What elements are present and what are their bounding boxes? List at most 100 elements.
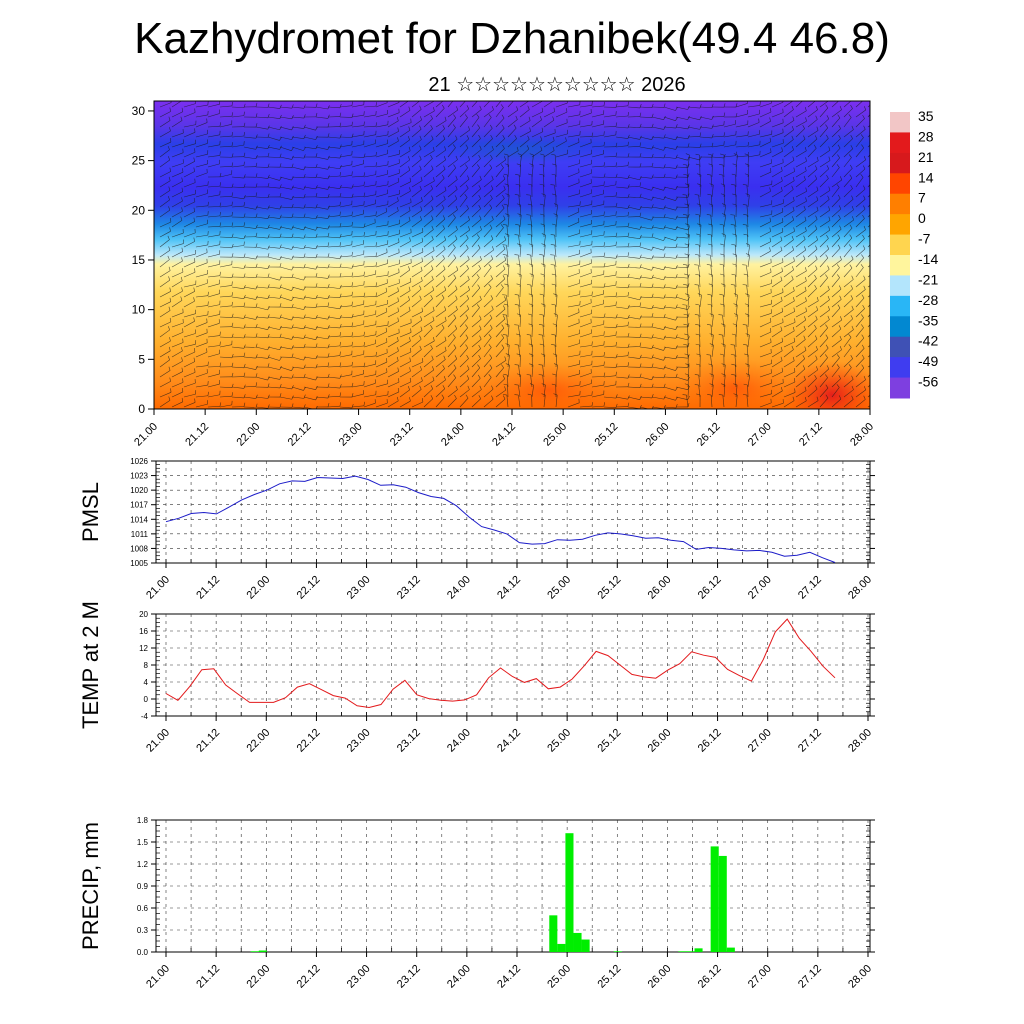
wind-barb (651, 276, 664, 281)
wind-barb (483, 287, 492, 298)
wind-barb (867, 384, 870, 388)
wind-barb-flag (685, 223, 690, 226)
wind-barb (207, 283, 220, 288)
wind-barb (795, 368, 806, 378)
x-tick-label: 27.00 (746, 574, 774, 602)
wind-barb-flag (804, 316, 807, 321)
wind-barb-flag (291, 255, 294, 260)
wind-barb-flag (181, 257, 183, 262)
wind-barb-flag (538, 374, 543, 376)
wind-barb-flag (804, 166, 807, 171)
wind-barb (183, 333, 196, 338)
wind-barb (603, 256, 616, 259)
wind-barb (783, 360, 795, 368)
wind-barb-flag (279, 136, 282, 141)
wind-barb (543, 132, 556, 138)
wind-barb-flag (651, 274, 654, 279)
wind-barb (387, 282, 400, 288)
wind-barb (627, 296, 640, 301)
wind-barb-flag (591, 132, 594, 137)
wind-barb-flag (663, 284, 666, 289)
wind-barb (699, 205, 702, 218)
wind-barb (819, 220, 831, 228)
wind-barb (471, 307, 480, 318)
wind-barb-flag (850, 295, 854, 299)
wind-barb-flag (529, 363, 534, 366)
wind-barb (195, 234, 208, 238)
wind-barb-flag (861, 294, 865, 299)
x-tick-label: 23.00 (345, 963, 373, 991)
wind-barb-flag (828, 206, 831, 211)
wind-barb (783, 160, 795, 168)
wind-barb-flag (687, 105, 690, 110)
wind-barb (603, 274, 616, 278)
wind-barb-flag (838, 124, 841, 129)
wind-barb-flag (730, 284, 735, 286)
wind-barb (267, 246, 280, 249)
wind-barb (518, 395, 521, 408)
wind-barb-flag (491, 246, 494, 251)
wind-barb (495, 219, 506, 228)
wind-barb (567, 205, 580, 208)
wind-barb (651, 356, 664, 361)
wind-barb-flag (206, 348, 208, 353)
wind-barb (387, 233, 400, 238)
wind-barb (759, 321, 772, 328)
wind-barb (855, 101, 864, 108)
wind-barb (699, 215, 701, 228)
wind-barb (243, 316, 256, 320)
wind-barb-flag (442, 225, 445, 229)
wind-barb (399, 370, 411, 378)
wind-barb (675, 136, 688, 140)
wind-barb (291, 346, 304, 349)
wind-barb (855, 118, 865, 128)
wind-barb-flag (351, 101, 353, 106)
wind-barb-flag (231, 132, 233, 137)
wind-barb-flag (804, 146, 807, 151)
wind-barb (363, 265, 376, 268)
wind-barb (351, 104, 364, 108)
wind-barb (771, 250, 783, 258)
wind-barb-flag (443, 265, 446, 270)
wind-barb (495, 189, 506, 198)
wind-barb (747, 195, 750, 208)
wind-barb (747, 133, 760, 138)
wind-barb-flag (792, 216, 795, 221)
wind-barb (819, 199, 830, 208)
wind-barb (567, 233, 580, 238)
wind-barb-flag (718, 314, 723, 316)
wind-barb-flag (267, 144, 270, 149)
wind-barb (315, 176, 328, 180)
wind-barb-flag (639, 254, 642, 259)
wind-barb-flag (243, 324, 246, 329)
wind-barb (363, 194, 376, 198)
wind-barb-flag (169, 167, 171, 172)
wind-barb-flag (711, 124, 714, 129)
x-tick-label: 24.12 (495, 727, 523, 755)
wind-barb (723, 345, 726, 358)
wind-barb-flag (849, 234, 853, 239)
wind-barb-flag (327, 274, 330, 279)
wind-barb (375, 124, 388, 128)
wind-barb-flag (514, 95, 516, 98)
wind-barb-flag (651, 406, 654, 409)
wind-barb-flag (455, 175, 458, 180)
wind-barb-flag (816, 186, 819, 191)
wind-barb-flag (315, 204, 318, 209)
wind-barb (495, 198, 505, 208)
wind-barb-flag (551, 383, 556, 386)
wind-barb (507, 215, 510, 228)
wind-barb-flag (279, 126, 282, 130)
wind-barb (327, 256, 340, 260)
wind-barb-flag (743, 213, 748, 216)
wind-barb (554, 245, 557, 258)
wind-barb (195, 314, 208, 318)
wind-barb-flag (476, 274, 480, 278)
wind-barb (399, 220, 411, 228)
wind-barb (867, 244, 870, 248)
wind-barb-flag (791, 135, 794, 140)
wind-barb-flag (711, 153, 714, 158)
wind-barb (831, 357, 840, 368)
colorbar-swatch (890, 152, 910, 174)
y-tick-label: 8 (144, 661, 149, 670)
